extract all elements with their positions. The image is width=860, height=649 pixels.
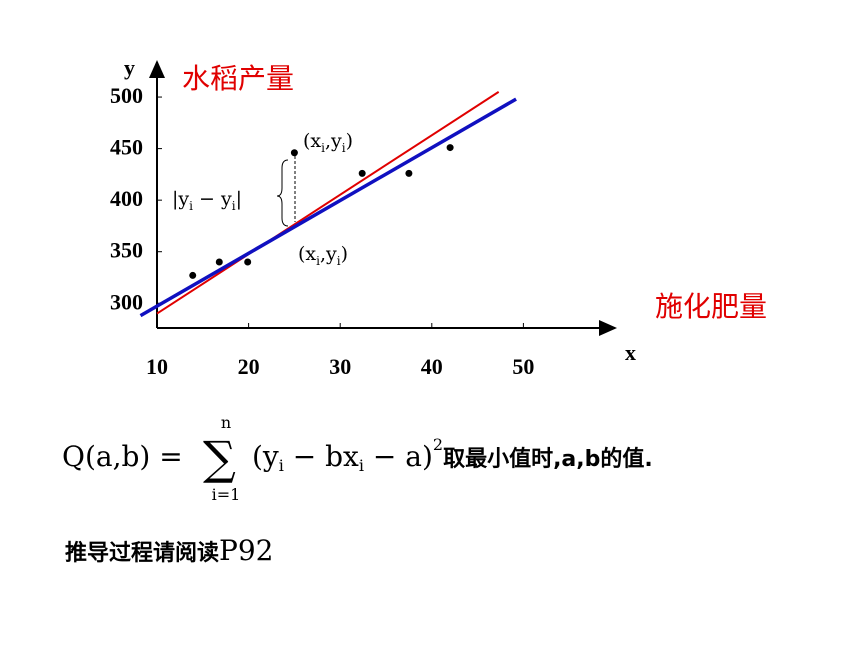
text-part: − bx: [284, 440, 359, 473]
point: [446, 144, 454, 152]
note-page: P92: [219, 534, 273, 567]
note-text: 推导过程请阅读: [65, 540, 219, 566]
x-title: 施化肥量: [655, 290, 767, 323]
x-tick-label: 30: [329, 354, 351, 379]
subscript: i: [189, 199, 193, 213]
point: [290, 149, 298, 157]
point: [244, 258, 252, 266]
subscript: i: [316, 254, 320, 268]
subscript: i: [321, 141, 325, 155]
subscript: i: [279, 456, 284, 475]
text-part: − y: [193, 188, 232, 210]
y-tick-label: 300: [110, 289, 143, 314]
text-part: ,y: [325, 130, 342, 152]
point: [358, 169, 366, 177]
sigma: ∑: [203, 431, 236, 485]
point: [189, 271, 197, 279]
label: |yi − yi|: [172, 188, 242, 213]
fit-line: [156, 91, 500, 315]
text-part: (x: [298, 243, 316, 265]
text-part: |y: [172, 188, 189, 210]
subscript: i: [359, 456, 364, 475]
point: [405, 169, 413, 177]
text-part: (x: [303, 130, 321, 152]
text-part: (y: [252, 440, 279, 473]
x-tick-label: 20: [238, 354, 260, 379]
note: 推导过程请阅读P92: [65, 534, 273, 567]
x-tick-label: 40: [421, 354, 443, 379]
formula-tail: 取最小值时,a,b的值.: [443, 446, 653, 472]
sum-top: n: [221, 413, 231, 432]
y-tick-label: 400: [110, 186, 143, 211]
text-part: |: [236, 188, 242, 210]
text-part: ): [341, 243, 348, 265]
text-part: ,y: [320, 243, 337, 265]
text-part: ): [346, 130, 353, 152]
x-tick-label: 10: [146, 354, 168, 379]
y-title: 水稻产量: [182, 62, 294, 95]
y-tick-label: 350: [110, 238, 143, 263]
point: [215, 258, 223, 266]
x-axis-label: x: [625, 340, 636, 365]
subscript: i: [337, 254, 341, 268]
subscript: i: [342, 141, 346, 155]
y-axis-label: y: [124, 55, 135, 80]
brace: [276, 159, 289, 227]
y-tick-label: 500: [110, 83, 143, 108]
formula-lhs: Q(a,b) =: [62, 440, 183, 473]
fit-line: [139, 97, 517, 318]
subscript: i: [232, 199, 236, 213]
x-tick-label: 50: [512, 354, 534, 379]
text-part: − a): [364, 440, 433, 473]
label: (xi,yi): [303, 130, 353, 155]
y-tick-label: 450: [110, 135, 143, 160]
power: 2: [433, 435, 443, 454]
label: (yi − bxi − a)2取最小值时,a,b的值.: [252, 435, 653, 475]
label: (xi,yi): [298, 243, 348, 268]
sum-bottom: i=1: [212, 485, 241, 504]
